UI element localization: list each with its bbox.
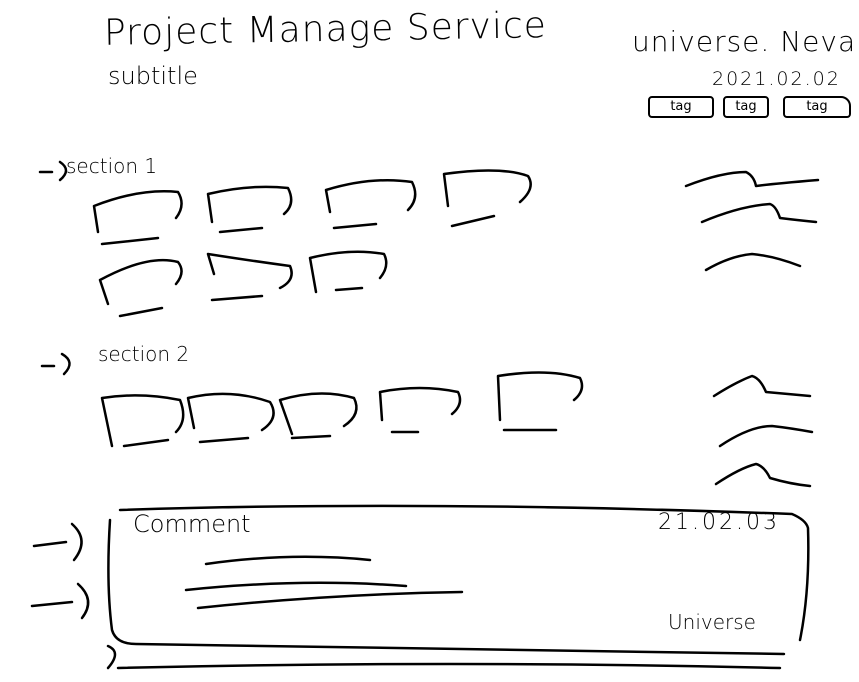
- section-1-cards-row-2: [98, 250, 388, 318]
- card[interactable]: [442, 169, 532, 228]
- card[interactable]: [206, 185, 293, 234]
- card[interactable]: [100, 394, 185, 448]
- card[interactable]: [308, 250, 388, 294]
- section-2-header[interactable]: section 2: [42, 344, 189, 364]
- section-1-label: section 1: [66, 154, 158, 178]
- brand-name: universe. Neva: [632, 25, 857, 58]
- section-2-squiggles: [712, 374, 814, 488]
- tag-button-3[interactable]: tag: [783, 96, 851, 118]
- card[interactable]: [278, 392, 358, 440]
- tag-button-1[interactable]: tag: [648, 96, 714, 118]
- card[interactable]: [206, 252, 293, 302]
- comment-arrows: [30, 522, 117, 670]
- card[interactable]: [186, 392, 275, 444]
- card[interactable]: [98, 258, 183, 318]
- card[interactable]: [496, 371, 584, 432]
- card[interactable]: [92, 190, 183, 246]
- section-2-cards: [100, 371, 584, 448]
- section-2-label: section 2: [98, 342, 190, 366]
- tag-button-2[interactable]: tag: [723, 96, 769, 118]
- card[interactable]: [378, 386, 462, 434]
- comment-label: Comment: [133, 510, 251, 538]
- page-subtitle: subtitle: [108, 62, 198, 90]
- comment-box: [107, 504, 810, 670]
- comment-author: Universe: [668, 610, 756, 634]
- section-1-arrow-icon: [38, 160, 68, 182]
- card[interactable]: [324, 178, 417, 230]
- comment-date: 21.02.03: [658, 510, 780, 535]
- section-1-squiggles: [684, 170, 820, 272]
- section-2-arrow-icon: [40, 352, 71, 376]
- section-1-cards: [92, 169, 532, 246]
- header-date: 2021.02.02: [712, 68, 841, 90]
- section-1-header[interactable]: section 1: [40, 156, 157, 176]
- page-title: Project Manage Service: [103, 5, 548, 54]
